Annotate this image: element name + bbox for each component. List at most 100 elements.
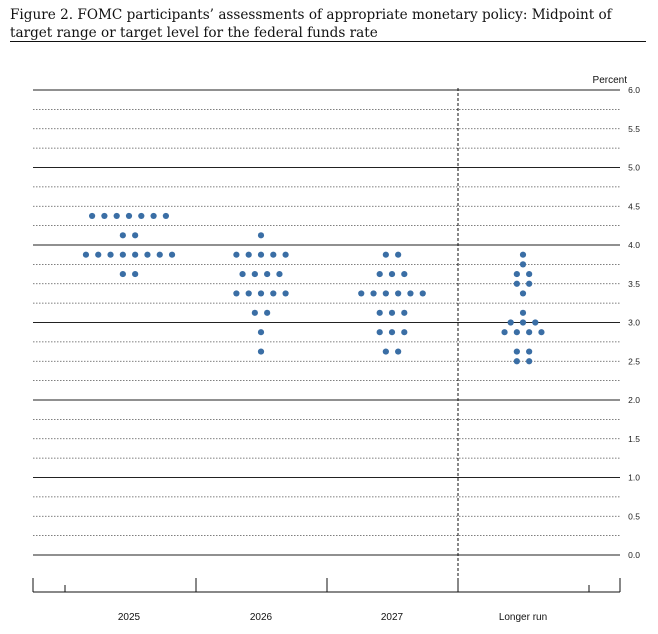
dot [388, 329, 396, 336]
dot [132, 232, 139, 239]
y-axis-unit-label: Percent [593, 75, 628, 86]
dot [233, 251, 240, 258]
y-tick-label: 1.5 [628, 434, 640, 444]
x-category-label: 2026 [250, 612, 273, 623]
dot [257, 329, 265, 336]
y-tick-label: 4.5 [628, 201, 640, 211]
dot [519, 251, 527, 258]
dot [388, 309, 396, 316]
dot [245, 251, 252, 258]
dot [257, 251, 265, 258]
dot [270, 251, 277, 258]
dot [526, 329, 533, 336]
y-tick-label: 0.0 [628, 550, 640, 560]
dot [251, 309, 258, 316]
dot [132, 251, 139, 258]
dot [156, 251, 163, 258]
dot [125, 212, 133, 220]
dot [401, 270, 408, 278]
dot [513, 280, 520, 287]
y-tick-label: 5.5 [628, 124, 640, 134]
dot [526, 270, 533, 278]
dot [150, 212, 157, 220]
dot [276, 270, 283, 278]
dot [376, 329, 383, 336]
dot [89, 212, 96, 220]
dot [95, 251, 102, 258]
dot [245, 290, 252, 297]
dot [395, 290, 402, 297]
dot [162, 212, 169, 220]
dot [519, 290, 527, 297]
dot [513, 358, 520, 365]
y-tick-label: 3.5 [628, 279, 640, 289]
y-tick-label: 2.5 [628, 356, 640, 366]
dot [119, 251, 126, 258]
dot [382, 251, 389, 258]
dot [519, 309, 527, 316]
dot [526, 358, 533, 365]
dot [119, 270, 126, 278]
dot [388, 270, 396, 278]
dot [519, 319, 527, 326]
x-category-label: 2027 [381, 612, 404, 623]
dot [382, 290, 389, 297]
y-tick-label: 6.0 [628, 85, 640, 95]
grid-lines [33, 89, 620, 556]
dot [513, 348, 520, 355]
y-tick-label: 1.0 [628, 473, 640, 483]
dot [119, 232, 126, 239]
y-tick-label: 0.5 [628, 511, 640, 521]
y-tick-label: 2.0 [628, 395, 640, 405]
x-category-label: 2025 [118, 612, 141, 623]
title-rule [10, 41, 646, 42]
dot [419, 290, 426, 297]
dot [395, 348, 402, 355]
dot [376, 270, 383, 278]
dot [257, 232, 265, 239]
dot [513, 329, 520, 336]
y-tick-label: 4.0 [628, 240, 640, 250]
dot [526, 280, 533, 287]
dot [264, 270, 271, 278]
dot [532, 319, 539, 326]
dot [270, 290, 277, 297]
dot [395, 251, 402, 258]
dot [401, 309, 408, 316]
x-category-labels: 2025 2026 2027 Longer run [118, 612, 547, 623]
dot [144, 251, 151, 258]
dot [257, 290, 265, 297]
dot [113, 212, 120, 220]
dot [507, 319, 514, 326]
dot [401, 329, 408, 336]
dot [138, 212, 145, 220]
dot [282, 251, 289, 258]
x-category-label: Longer run [499, 612, 547, 623]
dot [257, 348, 265, 355]
figure-title: Figure 2. FOMC participants’ assessments… [10, 7, 612, 41]
dot [168, 251, 176, 258]
y-tick-label: 3.0 [628, 318, 640, 328]
dot [382, 348, 389, 355]
dot [519, 261, 527, 268]
dot [513, 270, 520, 278]
dot [376, 309, 383, 316]
dot [264, 309, 271, 316]
dot [251, 270, 258, 278]
y-tick-label: 5.0 [628, 163, 640, 173]
dot [132, 270, 139, 278]
y-tick-labels: 0.0 0.5 1.0 1.5 2.0 2.5 3.0 3.5 4.0 4.5 5.0 5.5 6.0 [628, 85, 640, 560]
dot [370, 290, 377, 297]
dot [282, 290, 289, 297]
dot [82, 251, 90, 258]
dot [538, 329, 545, 336]
dot [239, 270, 246, 278]
x-axis [32, 578, 621, 593]
dot [407, 290, 414, 297]
dot [107, 251, 114, 258]
dot [101, 212, 108, 220]
dots-layer [82, 212, 545, 365]
dot [501, 329, 508, 336]
dot [233, 290, 240, 297]
